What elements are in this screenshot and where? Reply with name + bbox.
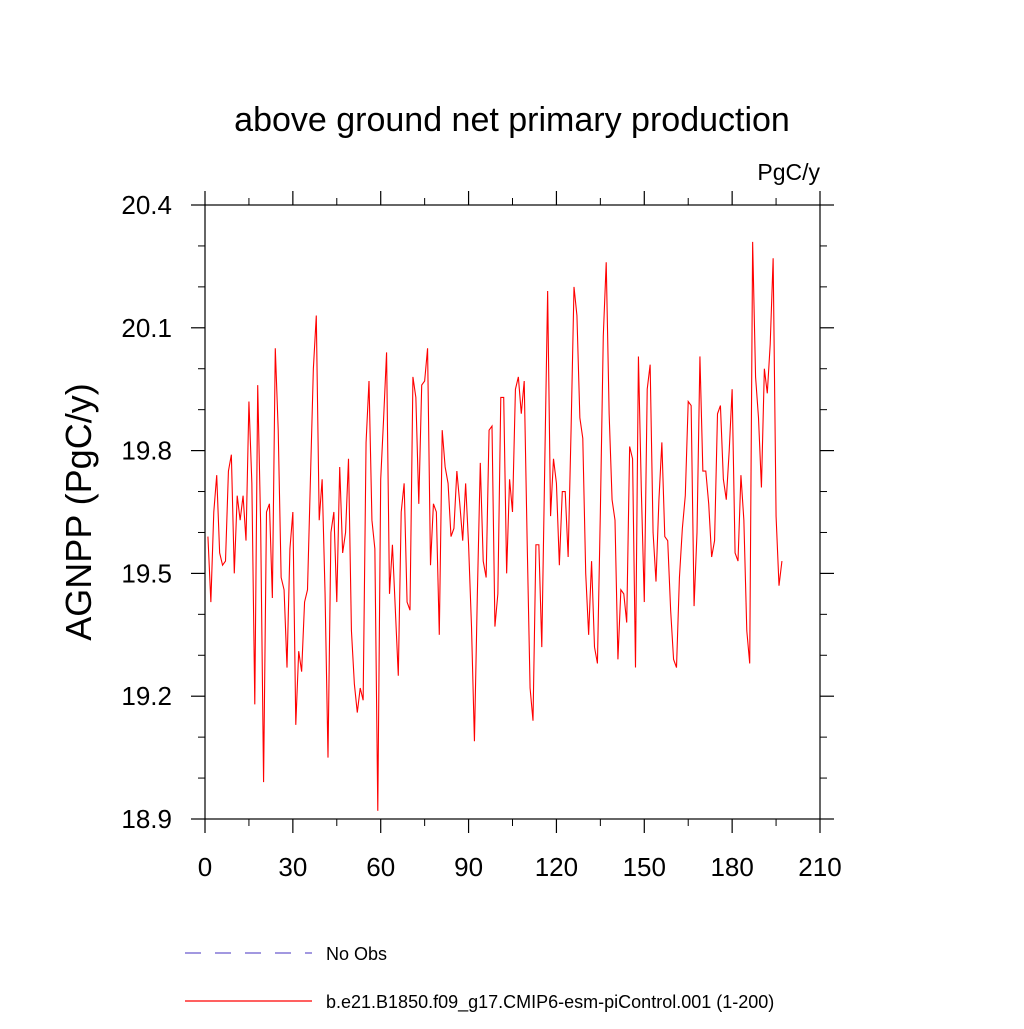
chart-title: above ground net primary production	[234, 101, 790, 139]
x-tick-label: 210	[798, 852, 841, 882]
x-tick-label: 150	[623, 852, 666, 882]
chart-figure: above ground net primary production PgC/…	[0, 0, 1024, 1024]
legend-label-no-obs: No Obs	[326, 944, 387, 964]
y-tick-label: 20.1	[121, 313, 172, 343]
x-tick-label: 0	[198, 852, 212, 882]
y-tick-label: 19.8	[121, 436, 172, 466]
axis-ticks: 0 30 60 90 120 150 180 210 18.9 19.2 19.5 19.8 20.1 2…	[121, 190, 841, 882]
x-tick-label: 120	[535, 852, 578, 882]
units-label: PgC/y	[757, 159, 820, 185]
legend: No Obs b.e21.B1850.f09_g17.CMIP6-esm-piC…	[185, 944, 774, 1013]
chart-svg: above ground net primary production PgC/…	[0, 0, 1024, 1024]
series-layer	[208, 242, 782, 811]
y-tick-label: 20.4	[121, 190, 172, 220]
x-tick-label: 30	[278, 852, 307, 882]
y-tick-label: 19.2	[121, 681, 172, 711]
legend-label-model: b.e21.B1850.f09_g17.CMIP6-esm-piControl.…	[326, 992, 774, 1013]
series-line	[208, 242, 782, 811]
x-tick-label: 60	[366, 852, 395, 882]
x-tick-label: 90	[454, 852, 483, 882]
x-tick-label: 180	[710, 852, 753, 882]
y-axis-label: AGNPP (PgC/y)	[58, 383, 99, 640]
y-tick-label: 18.9	[121, 804, 172, 834]
y-tick-label: 19.5	[121, 558, 172, 588]
